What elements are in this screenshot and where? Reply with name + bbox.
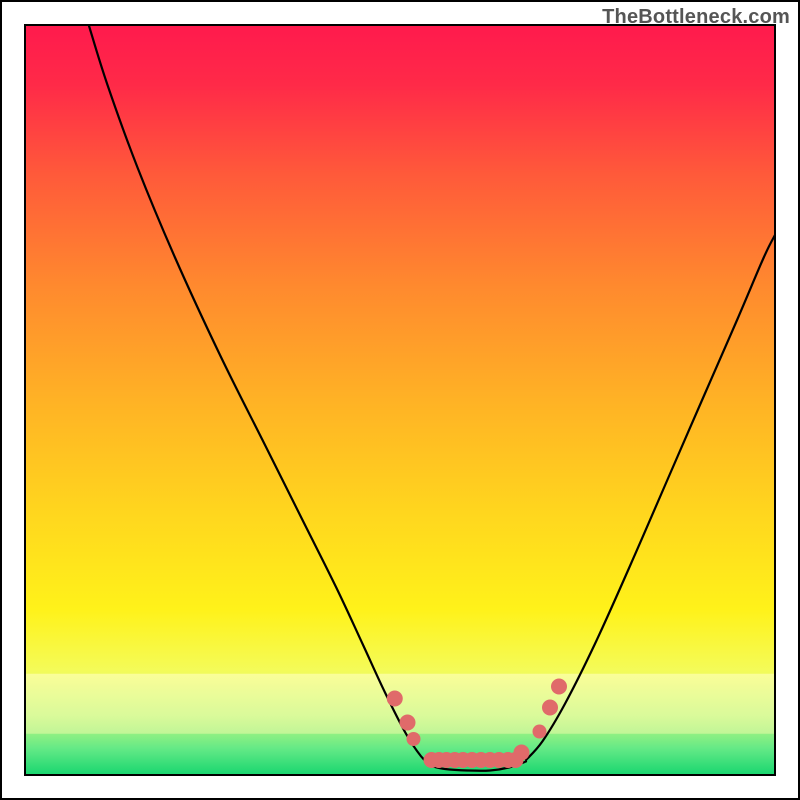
marker-point: [551, 679, 567, 695]
marker-point: [514, 745, 530, 761]
marker-point: [407, 732, 421, 746]
plot-background: [25, 25, 775, 775]
marker-point: [387, 691, 403, 707]
marker-point: [542, 700, 558, 716]
watermark-text: TheBottleneck.com: [602, 6, 790, 29]
bottleneck-chart: [0, 0, 800, 800]
marker-point: [533, 725, 547, 739]
marker-point: [400, 715, 416, 731]
